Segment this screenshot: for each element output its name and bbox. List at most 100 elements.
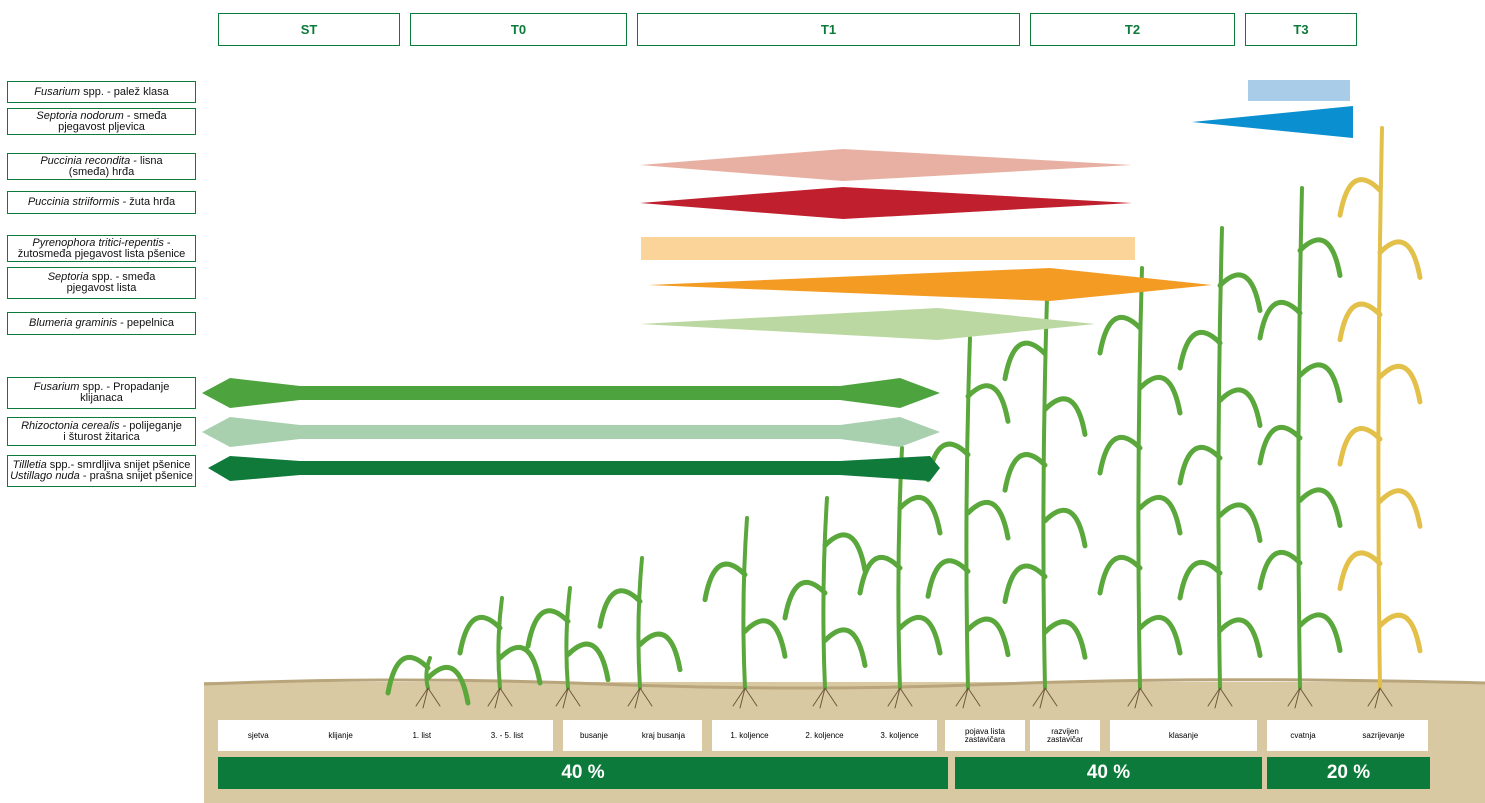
growth-stage-label: cvatnja: [1290, 731, 1315, 740]
share-bar: 40 %: [955, 757, 1262, 789]
stage-header: T0: [410, 13, 627, 46]
bar-fusarium-klijanci: [202, 378, 940, 408]
common-name: (smeđa) hrđa: [69, 166, 134, 178]
stage-label: T2: [1125, 22, 1140, 37]
plant-part: [1340, 553, 1380, 589]
plant-part: [1140, 497, 1180, 533]
page: STT0T1T2T3Fusarium spp. - palež klasaSep…: [0, 0, 1485, 803]
growth-group: razvijen zastavičar: [1030, 720, 1100, 751]
plant-part: [1100, 317, 1140, 353]
latin-name: Blumeria graminis: [29, 317, 117, 329]
plant-part: [928, 561, 968, 597]
growth-stage-label: 3. - 5. list: [491, 731, 523, 740]
plant-part: [1300, 615, 1340, 651]
label-line: Blumeria graminis - pepelnica: [8, 318, 195, 329]
plant-part: [1380, 491, 1420, 527]
stage-label: T3: [1293, 22, 1308, 37]
common-name: - žuta hrđa: [120, 196, 176, 208]
plant-part: [705, 564, 745, 600]
bar-puccinia-recondita: [640, 149, 1132, 181]
plant-part: [1380, 366, 1420, 402]
artwork: [0, 0, 1485, 803]
growth-stage: 1. koljence: [730, 732, 768, 740]
label-line: i šturost žitarica: [8, 432, 195, 443]
growth-stage: cvatnja: [1290, 732, 1315, 740]
bar-tilletia: [208, 456, 940, 481]
plant-part: [1220, 505, 1260, 541]
plant-part: [1180, 447, 1220, 483]
disease-label: Puccinia striiformis - žuta hrđa: [7, 191, 196, 214]
latin-name: Puccinia striiformis: [28, 196, 120, 208]
plant-part: [1300, 490, 1340, 526]
common-name: - prašna snijet pšenice: [80, 470, 193, 482]
plant-part: [1180, 562, 1220, 598]
plant-part: [1300, 240, 1340, 276]
bar-septoria: [648, 268, 1212, 301]
growth-stage: 2. koljence: [805, 732, 843, 740]
growth-group: cvatnja sazrijevanje: [1267, 720, 1428, 751]
growth-stage-label: kraj busanja: [642, 731, 685, 740]
growth-stage-label: razvijen zastavičar: [1047, 727, 1083, 744]
plant-part: [968, 386, 1008, 422]
common-name: - pepelnica: [117, 317, 174, 329]
growth-stage-label: sazrijevanje: [1362, 731, 1404, 740]
label-line: pjegavost pljevica: [8, 122, 195, 133]
bar-puccinia-striiformis: [640, 187, 1132, 219]
plant-part: [1220, 275, 1260, 311]
bar-pyrenophora: [641, 237, 1135, 260]
disease-label: Fusarium spp. - Propadanjeklijanaca: [7, 377, 196, 409]
plant-part: [1140, 617, 1180, 653]
stage-label: ST: [301, 22, 318, 37]
plant-part: [1045, 622, 1085, 658]
plant-part: [1260, 302, 1300, 338]
growth-stage: kraj busanja: [642, 732, 685, 740]
plant-part: [1260, 552, 1300, 588]
label-line: klijanaca: [8, 393, 195, 404]
bar-fusarium-klas: [1248, 80, 1350, 101]
plant-part: [1005, 343, 1045, 379]
disease-label: Tillletia spp.- smrdljiva snijet pšenice…: [7, 455, 196, 487]
plant-part: [1100, 437, 1140, 473]
plant-part: [640, 634, 680, 670]
plant-part: [600, 591, 640, 627]
plant-part: [968, 502, 1008, 538]
common-name: klijanaca: [80, 392, 123, 404]
plant-part: [1340, 304, 1380, 340]
growth-stage: razvijen zastavičar: [1037, 728, 1093, 744]
growth-stage-label: pojava lista zastavičara: [965, 727, 1005, 744]
growth-stage: 3. - 5. list: [491, 732, 523, 740]
plant-part: [743, 518, 747, 688]
plant-part: [1005, 566, 1045, 602]
growth-stage: klijanje: [328, 732, 352, 740]
label-line: (smeđa) hrđa: [8, 167, 195, 178]
plant-part: [1380, 242, 1420, 278]
growth-stage: busanje: [580, 732, 608, 740]
share-bar: 40 %: [218, 757, 948, 789]
latin-name: Fusarium: [34, 381, 80, 393]
growth-stage-label: busanje: [580, 731, 608, 740]
share-label: 40 %: [561, 762, 604, 784]
plant-part: [1300, 365, 1340, 401]
label-line: Ustillago nuda - prašna snijet pšenice: [8, 471, 195, 482]
plant-part: [1340, 180, 1380, 216]
plant-part: [498, 598, 502, 688]
growth-stage-label: 1. koljence: [730, 731, 768, 740]
disease-label: Puccinia recondita - lisna(smeđa) hrđa: [7, 153, 196, 180]
growth-stage: sazrijevanje: [1362, 732, 1404, 740]
growth-stage-label: klijanje: [328, 731, 352, 740]
growth-stage: 1. list: [412, 732, 431, 740]
latin-name: Fusarium: [34, 86, 80, 98]
disease-label: Blumeria graminis - pepelnica: [7, 312, 196, 335]
disease-label: Pyrenophora tritici-repentis -žutosmeđa …: [7, 235, 196, 262]
plant-part: [460, 617, 500, 653]
plant-part: [1380, 615, 1420, 651]
common-name: - lisna: [130, 155, 162, 167]
common-name: i šturost žitarica: [63, 431, 139, 443]
common-name: pjegavost lista: [67, 282, 137, 294]
plant-part: [638, 558, 642, 688]
growth-stage-label: sjetva: [248, 731, 269, 740]
common-name: žutosmeđa pjegavost lista pšenice: [18, 248, 186, 260]
